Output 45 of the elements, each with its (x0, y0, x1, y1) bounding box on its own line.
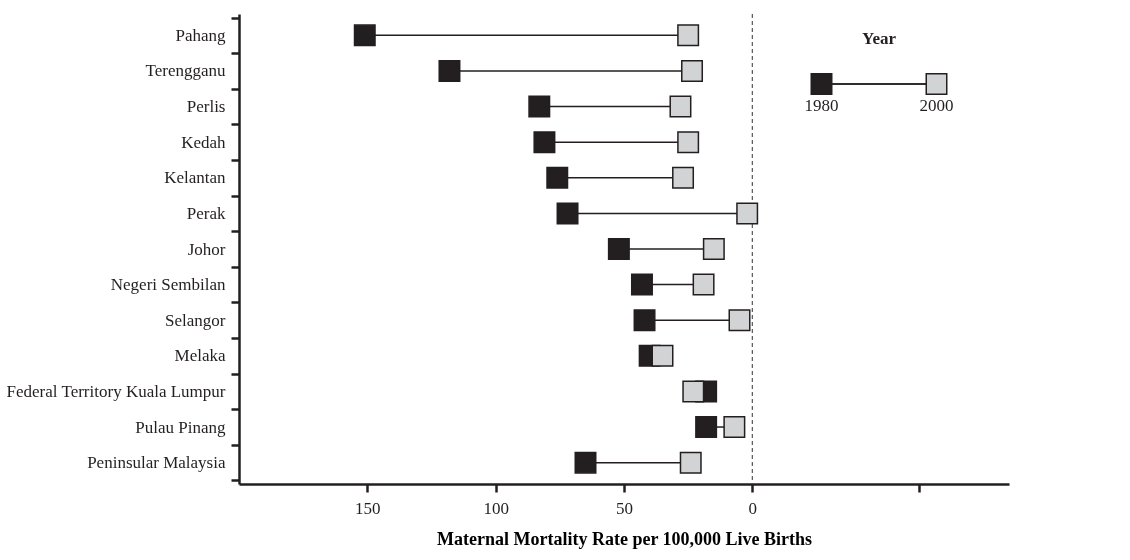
x-tick-label: 150 (355, 498, 381, 518)
point (723, 416, 746, 439)
y-tick-label: Kelantan (164, 168, 226, 188)
y-tick-label: Pulau Pinang (135, 417, 226, 437)
point (736, 202, 759, 225)
point (695, 416, 718, 439)
y-tick-label: Perlis (186, 97, 226, 117)
point (677, 131, 700, 154)
legend-label: 2000 (919, 96, 954, 115)
point (528, 95, 551, 118)
y-tick-label: Selangor (165, 310, 226, 330)
y-tick-label: Peninsular Malaysia (87, 453, 226, 473)
point (681, 59, 704, 82)
y-tick-label: Terengganu (145, 61, 226, 81)
point (702, 238, 725, 260)
point (679, 451, 702, 474)
y-tick-label: Melaka (174, 346, 226, 366)
x-tick-label: 50 (616, 498, 633, 518)
x-tick-label: 0 (748, 498, 758, 518)
y-tick-label: Kedah (181, 132, 226, 152)
legend-label: 1980 (804, 96, 839, 115)
point (533, 131, 556, 154)
point (651, 344, 674, 367)
y-tick-label: Federal Territory Kuala Lumpur (6, 381, 226, 401)
point (630, 273, 653, 296)
y-tick-label: Pahang (175, 25, 226, 45)
y-tick-label: Perak (186, 203, 226, 223)
point (353, 24, 376, 47)
x-tick-label: 100 (483, 498, 509, 518)
x-axis-title: Maternal Mortality Rate per 100,000 Live Births (436, 528, 813, 549)
point (546, 166, 569, 189)
point (672, 166, 695, 189)
point (556, 202, 579, 225)
point (677, 24, 700, 47)
point (682, 380, 705, 403)
point (607, 238, 630, 260)
point (728, 309, 751, 332)
legend-title: Year (862, 29, 897, 48)
point (574, 451, 597, 474)
point (669, 95, 692, 118)
y-tick-label: Negeri Sembilan (110, 275, 226, 295)
point (692, 273, 715, 296)
y-tick-label: Johor (187, 239, 226, 259)
point (438, 59, 461, 82)
point (633, 309, 656, 332)
